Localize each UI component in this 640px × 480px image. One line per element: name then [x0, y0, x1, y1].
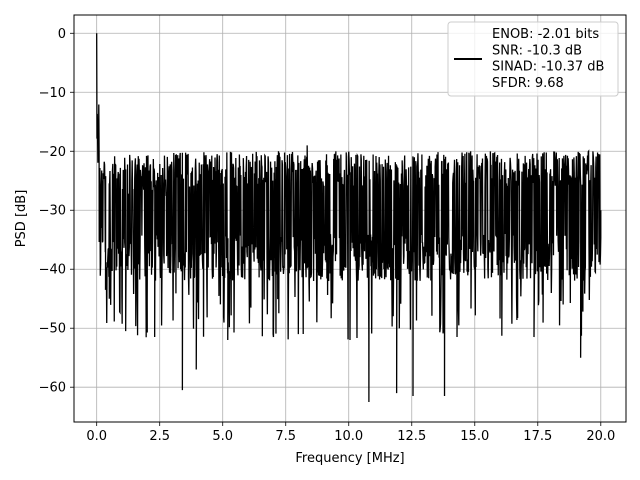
psd-trace	[96, 33, 602, 402]
x-tick-label: 7.5	[275, 429, 296, 444]
x-tick-label: 5.0	[212, 429, 233, 444]
x-tick-label: 12.5	[397, 429, 426, 444]
y-axis-label: PSD [dB]	[14, 190, 29, 248]
legend-line-sfdr: SFDR: 9.68	[492, 76, 564, 91]
x-axis-label: Frequency [MHz]	[295, 451, 404, 466]
y-axis-ticks: 0 −10 −20 −30 −40 −50 −60	[39, 27, 74, 396]
x-tick-label: 20.0	[586, 429, 615, 444]
y-tick-label: −40	[39, 263, 66, 278]
legend-line-snr: SNR: -10.3 dB	[492, 43, 582, 58]
legend: ENOB: -2.01 bits SNR: -10.3 dB SINAD: -1…	[447, 21, 619, 97]
axes-frame	[73, 14, 627, 423]
x-tick-label: 0.0	[86, 429, 107, 444]
y-tick-label: −50	[39, 322, 66, 337]
legend-box	[447, 21, 619, 97]
y-tick-label: −60	[39, 381, 66, 396]
x-tick-label: 2.5	[149, 429, 170, 444]
y-tick-label: −20	[39, 145, 66, 160]
legend-line-enob: ENOB: -2.01 bits	[492, 27, 599, 42]
legend-line-sinad: SINAD: -10.37 dB	[492, 60, 604, 75]
x-axis-ticks: 0.0 2.5 5.0 7.5 10.0 12.5 15.0 17.5 20.0	[86, 422, 615, 444]
y-tick-label: −10	[39, 86, 66, 101]
psd-line	[96, 33, 602, 402]
y-tick-label: 0	[58, 27, 66, 42]
x-tick-label: 15.0	[460, 429, 489, 444]
y-tick-label: −30	[39, 204, 66, 219]
x-tick-label: 10.0	[334, 429, 363, 444]
x-tick-label: 17.5	[523, 429, 552, 444]
